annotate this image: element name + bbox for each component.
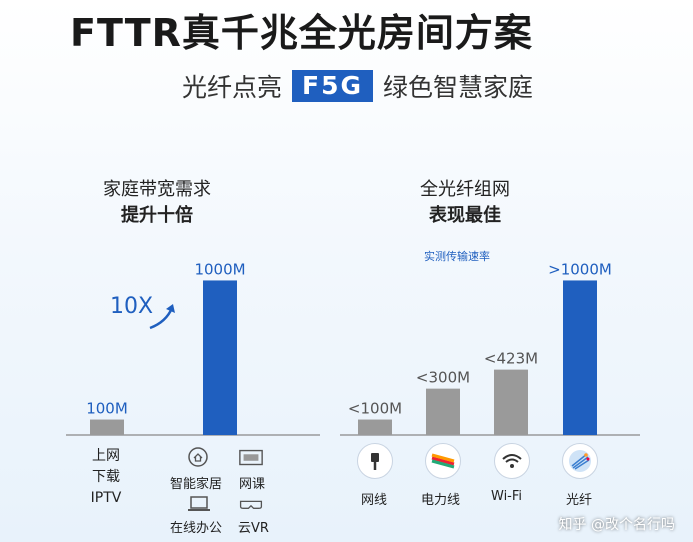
left-chart-subtitle: 提升十倍 xyxy=(121,205,193,226)
chart-1-value-label-0: <100M xyxy=(348,400,402,418)
category-internet: 上网 下载 IPTV xyxy=(82,446,130,509)
subtitle-before: 光纤点亮 xyxy=(182,73,283,102)
power-line-label: 电力线 xyxy=(421,493,461,508)
subtitle-after: 绿色智慧家庭 xyxy=(383,73,534,102)
category-internet-line2: 下载 xyxy=(92,469,120,485)
chart-1-bar-1 xyxy=(426,388,460,435)
chart-0-arrow xyxy=(149,307,174,330)
f5g-badge: F5G xyxy=(292,70,374,102)
measured-rate-note: 实测传输速率 xyxy=(424,250,490,263)
right-chart-title-text: 全光纤组网 xyxy=(420,179,510,200)
wifi-label: Wi-Fi xyxy=(491,489,523,504)
right-chart-title: 全光纤组网 表现最佳 xyxy=(400,177,530,229)
chart-1-bar-3 xyxy=(563,280,597,435)
category-internet-line3: IPTV xyxy=(90,490,122,506)
online-class-label: 网课 xyxy=(239,477,266,492)
chart-0-value-label-0: 100M xyxy=(86,400,128,418)
power-line-icon xyxy=(425,443,461,479)
left-chart-title-text: 家庭带宽需求 xyxy=(103,179,211,200)
chart-1-value-label-3: >1000M xyxy=(548,260,612,278)
fiber-label: 光纤 xyxy=(566,493,593,508)
chart-1-value-label-1: <300M xyxy=(416,369,470,387)
chart-1-bar-0 xyxy=(358,419,392,435)
chart-0-annotation: 10X xyxy=(110,294,153,319)
ethernet-cable-icon xyxy=(357,443,393,479)
laptop-icon xyxy=(186,494,212,514)
fiber-icon xyxy=(562,443,598,479)
category-internet-line1: 上网 xyxy=(92,448,120,464)
vr-glasses-icon xyxy=(238,494,264,514)
right-chart-subtitle: 表现最佳 xyxy=(429,205,501,226)
vr-label: 云VR xyxy=(238,521,269,536)
left-chart-title: 家庭带宽需求 提升十倍 xyxy=(82,177,232,229)
chart-0-bar-1 xyxy=(203,280,237,435)
chart-1-bar-2 xyxy=(494,369,528,435)
watermark: 知乎 @改个名行吗 xyxy=(558,517,675,533)
chart-0-bar-0 xyxy=(90,419,124,435)
chart-0-value-label-1: 1000M xyxy=(194,260,245,278)
wifi-icon xyxy=(494,443,530,479)
subtitle: 光纤点亮 F5G 绿色智慧家庭 xyxy=(182,66,533,106)
smart-home-label: 智能家居 xyxy=(170,477,223,492)
ethernet-label: 网线 xyxy=(361,493,388,508)
smart-home-icon xyxy=(185,447,211,467)
chart-1-value-label-2: <423M xyxy=(484,350,538,368)
page-title: FTTR真千兆全光房间方案 xyxy=(70,11,533,55)
office-label: 在线办公 xyxy=(170,521,223,536)
online-class-icon xyxy=(238,448,264,468)
chart-0-arrowhead xyxy=(166,304,175,313)
